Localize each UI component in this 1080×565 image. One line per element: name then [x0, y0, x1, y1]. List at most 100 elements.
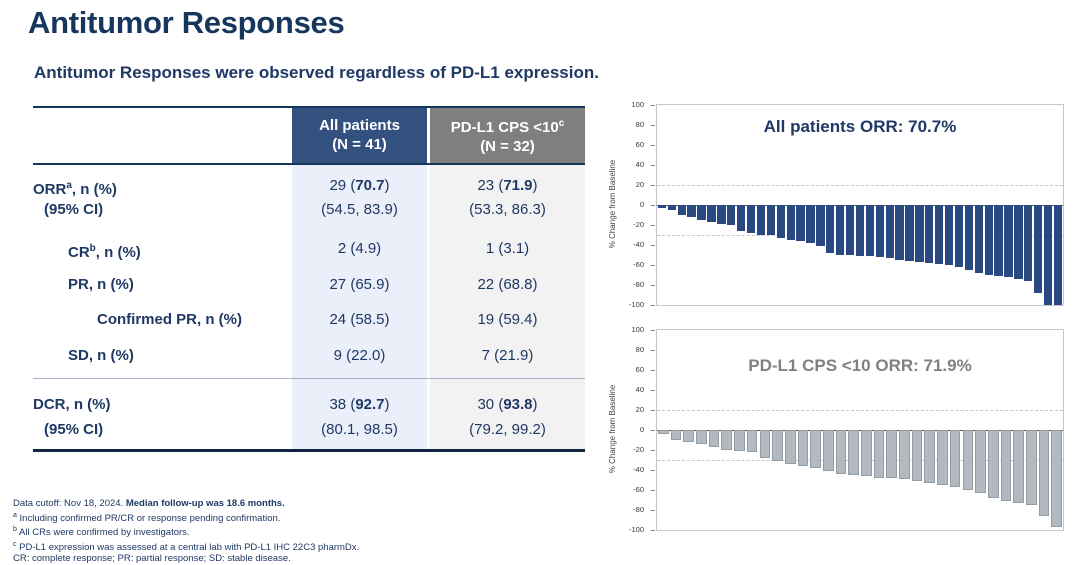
waterfall-bar: [687, 205, 696, 217]
waterfall-bar: [756, 205, 766, 235]
table-bottom-border: [33, 449, 585, 452]
footnote-line: a Including confirmed PR/CR or response …: [13, 511, 281, 524]
waterfall-bar: [796, 205, 805, 241]
waterfall-bar: [1024, 205, 1033, 281]
waterfall-bar: [677, 205, 686, 215]
superscript-b: b: [89, 243, 96, 254]
table-row: PR, n (%) 27 (65.9) 22 (68.8): [33, 275, 585, 295]
y-tick-mark: [651, 205, 655, 206]
waterfall-bar: [905, 205, 914, 261]
waterfall-bar: [810, 430, 821, 468]
y-tick-label: 60: [635, 365, 644, 374]
waterfall-bar: [994, 205, 1003, 276]
y-tick-label: 0: [639, 425, 644, 434]
superscript-a: a: [66, 180, 72, 191]
waterfall-bar: [835, 430, 847, 474]
cell-pr-pdl1: 22 (68.8): [477, 276, 538, 293]
waterfall-bar: [886, 430, 898, 478]
waterfall-bar: [954, 205, 964, 267]
y-tick-label: 100: [631, 325, 644, 334]
waterfall-bar: [1004, 205, 1013, 277]
footnote-line: Data cutoff: Nov 18, 2024. Median follow…: [13, 498, 285, 509]
column-header-line2: (N = 41): [332, 136, 387, 153]
waterfall-bar: [1038, 430, 1050, 516]
y-tick-label: -40: [633, 465, 644, 474]
y-tick-mark: [651, 370, 655, 371]
waterfall-bar: [797, 430, 809, 466]
row-label-cr: CRb, n (%): [68, 243, 141, 261]
waterfall-bar: [899, 430, 910, 479]
waterfall-bar: [1043, 205, 1053, 305]
cell-confirmed-pr-pdl1: 19 (59.4): [477, 311, 538, 328]
table-row: (95% CI) (80.1, 98.5) (79.2, 99.2): [33, 420, 585, 440]
y-tick-mark: [651, 330, 655, 331]
column-header-all-patients: All patients (N = 41): [292, 107, 427, 163]
cell-cr-all: 2 (4.9): [337, 240, 382, 257]
column-header-line1: PD-L1 CPS <10c: [450, 118, 565, 136]
table-section-divider: [33, 378, 585, 379]
responses-table: All patients (N = 41) PD-L1 CPS <10c (N …: [33, 106, 585, 456]
cell-orr-all: 29 (70.7): [329, 177, 390, 194]
cell-dcr-ci-pdl1: (79.2, 99.2): [469, 421, 546, 438]
row-label-dcr: DCR, n (%): [33, 396, 111, 413]
waterfall-bar: [855, 205, 865, 256]
y-tick-label: -40: [633, 240, 644, 249]
waterfall-bar: [1034, 205, 1043, 293]
waterfall-bar: [925, 205, 934, 263]
y-tick-mark: [651, 105, 655, 106]
slide-subtitle: Antitumor Responses were observed regard…: [34, 63, 599, 82]
y-tick-label: -60: [633, 485, 644, 494]
waterfall-bar: [975, 430, 986, 493]
y-axis-ticks: 100 80 60 40 20 0 -20 -40 -60 -80 -100: [600, 100, 656, 309]
row-label-orr: ORRa, n (%): [33, 180, 117, 198]
y-tick-label: 80: [635, 345, 644, 354]
reference-line: [657, 410, 1063, 411]
table-row: (95% CI) (54.5, 83.9) (53.3, 86.3): [33, 200, 585, 220]
waterfall-bar: [865, 205, 875, 256]
y-tick-mark: [651, 165, 655, 166]
y-tick-mark: [651, 510, 655, 511]
waterfall-bar: [984, 205, 993, 275]
y-tick-label: -20: [633, 220, 644, 229]
pdl1-column-background: [430, 163, 585, 449]
cell-orr-ci-pdl1: (53.3, 86.3): [469, 201, 546, 218]
waterfall-bar: [885, 205, 894, 258]
waterfall-bar: [670, 430, 682, 440]
waterfall-bar: [1013, 430, 1024, 503]
waterfall-bar: [873, 430, 885, 478]
column-header-line1: All patients: [319, 117, 400, 134]
y-tick-mark: [651, 450, 655, 451]
cell-dcr-pdl1: 30 (93.8): [477, 396, 538, 413]
reference-line: [657, 185, 1063, 186]
waterfall-bar: [1051, 430, 1062, 527]
waterfall-bar: [974, 205, 983, 273]
page-title: Antitumor Responses: [28, 5, 345, 40]
footnote-line: c PD-L1 expression was assessed at a cen…: [13, 540, 360, 553]
cell-pr-all: 27 (65.9): [329, 276, 390, 293]
y-axis-ticks: 100 80 60 40 20 0 -20 -40 -60 -80 -100: [600, 325, 656, 534]
waterfall-bar: [949, 430, 961, 487]
waterfall-bar: [737, 205, 746, 231]
waterfall-bar: [1000, 430, 1012, 501]
y-tick-label: 40: [635, 160, 644, 169]
y-tick-mark: [651, 410, 655, 411]
waterfall-bar: [784, 430, 796, 464]
waterfall-bar: [826, 205, 835, 253]
y-tick-label: -100: [628, 300, 644, 309]
y-tick-mark: [651, 265, 655, 266]
y-tick-mark: [651, 125, 655, 126]
row-label-pr: PR, n (%): [68, 276, 134, 293]
waterfall-chart-pdl1: % Change from Baseline 100 80 60 40 20 0 -20 -4…: [600, 325, 1066, 534]
waterfall-bar: [816, 205, 825, 246]
waterfall-bar: [848, 430, 859, 475]
y-tick-label: 60: [635, 140, 644, 149]
column-header-line2: (N = 32): [480, 138, 535, 155]
row-label-dcr-ci: (95% CI): [44, 421, 104, 438]
y-tick-label: 20: [635, 405, 644, 414]
waterfall-bar: [772, 430, 783, 461]
waterfall-bar: [937, 430, 948, 485]
waterfall-bar: [1014, 205, 1023, 279]
waterfall-bar: [822, 430, 834, 471]
waterfall-bar: [964, 205, 974, 270]
waterfall-bar: [707, 205, 716, 222]
